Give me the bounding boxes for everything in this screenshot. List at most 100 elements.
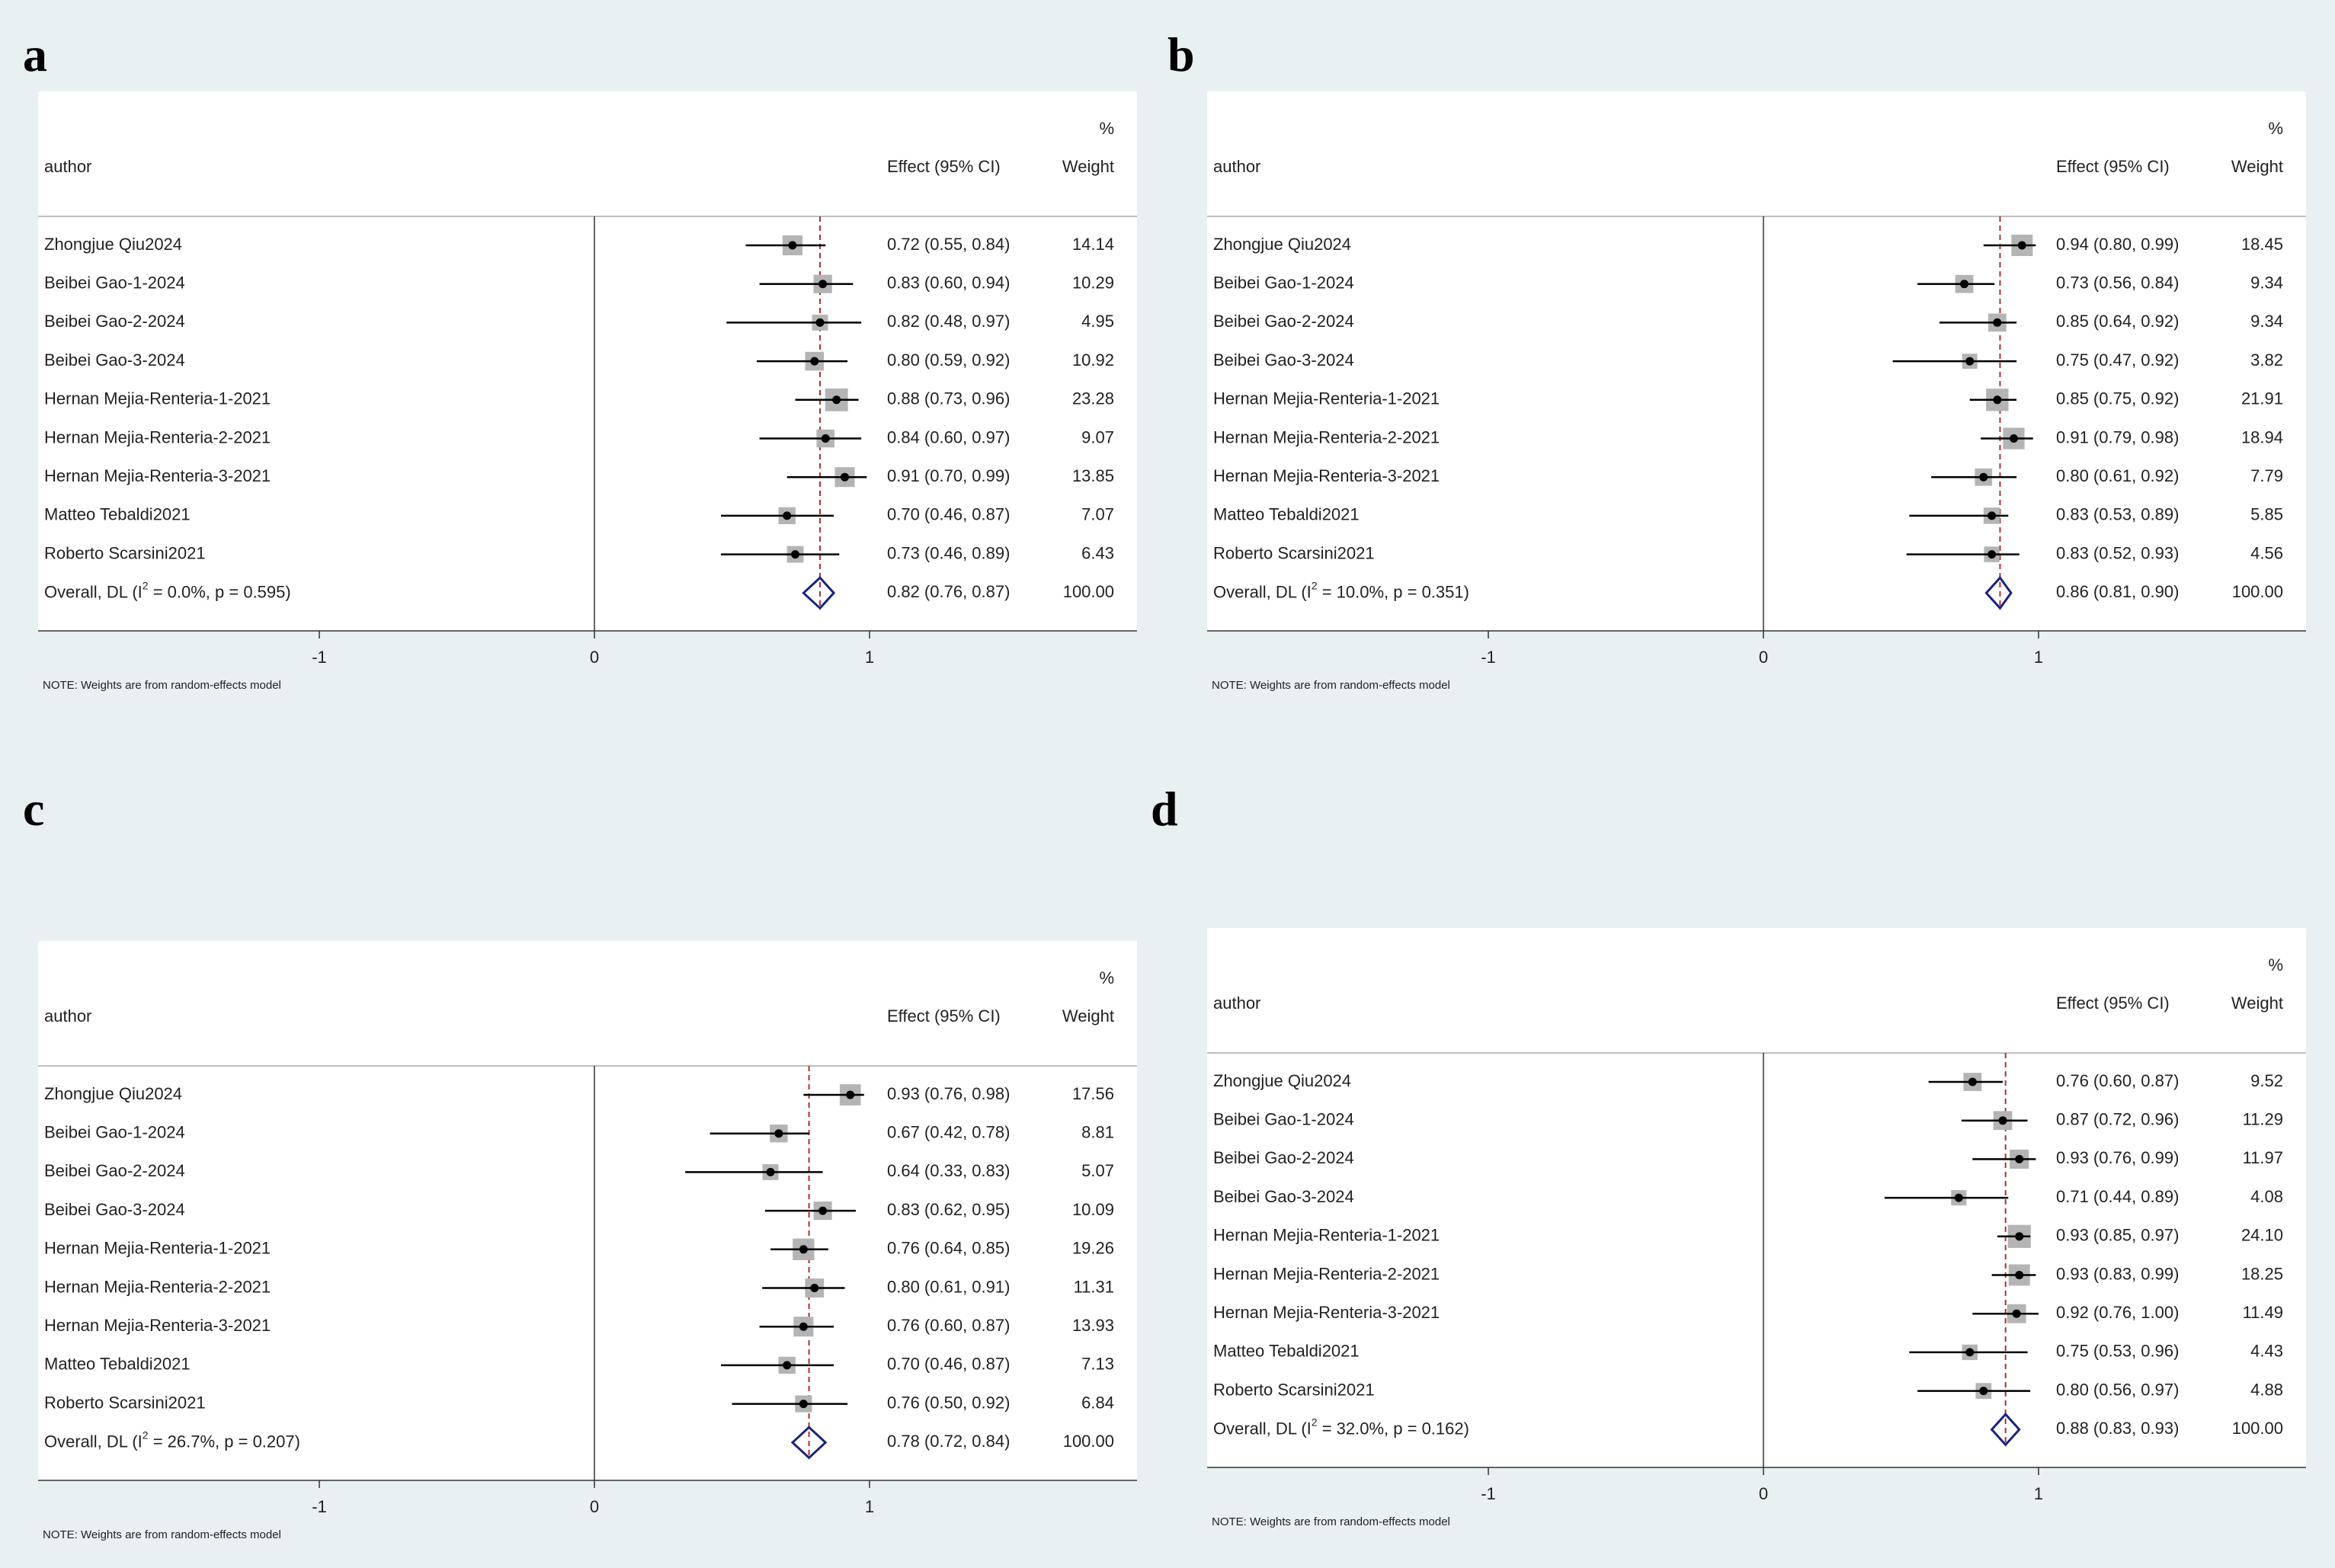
author-header: author: [1213, 157, 1260, 176]
study-weight-label: 17.56: [1072, 1084, 1114, 1103]
forest-plot-c: % author Effect (95% CI) Weight Zhongjue Qiu…: [38, 941, 1137, 1541]
study-author-label: Beibei Gao-3-2024: [1213, 350, 1354, 370]
overall-weight-label: 100.00: [1063, 582, 1114, 601]
study-effect-label: 0.80 (0.56, 0.97): [2056, 1380, 2179, 1399]
point-estimate: [766, 1167, 775, 1176]
study-effect-label: 0.85 (0.64, 0.92): [2056, 312, 2179, 331]
x-tick-label: 1: [865, 648, 874, 667]
study-effect-label: 0.80 (0.61, 0.91): [887, 1277, 1010, 1296]
study-weight-label: 9.34: [2250, 312, 2283, 331]
panel-label-a: a: [23, 27, 47, 82]
study-effect-label: 0.83 (0.52, 0.93): [2056, 543, 2179, 562]
point-estimate: [1979, 472, 1988, 482]
study-author-label: Hernan Mejia-Renteria-2-2021: [1213, 427, 1440, 446]
study-weight-label: 19.26: [1072, 1239, 1114, 1258]
study-author-label: Roberto Scarsini2021: [44, 543, 206, 562]
overall-label: Overall, DL (I2 = 0.0%, p = 0.595): [44, 579, 291, 601]
point-estimate: [821, 434, 830, 443]
overall-weight-label: 100.00: [2232, 582, 2283, 601]
point-estimate: [818, 280, 828, 289]
effect-header: Effect (95% CI): [887, 1006, 1001, 1026]
study-author-label: Matteo Tebaldi2021: [44, 505, 191, 524]
study-effect-label: 0.91 (0.79, 0.98): [2056, 427, 2179, 446]
study-author-label: Hernan Mejia-Renteria-1-2021: [44, 1239, 271, 1258]
point-estimate: [818, 1206, 828, 1215]
x-tick-label: 1: [865, 1497, 874, 1516]
overall-label: Overall, DL (I2 = 10.0%, p = 0.351): [1213, 579, 1469, 601]
point-estimate: [2015, 1154, 2024, 1163]
point-estimate: [815, 318, 825, 327]
plot-area: [1207, 928, 2306, 1467]
effect-header: Effect (95% CI): [2056, 994, 2170, 1013]
study-effect-label: 0.64 (0.33, 0.83): [887, 1161, 1010, 1180]
study-effect-label: 0.76 (0.60, 0.87): [2056, 1071, 2179, 1090]
weight-percent-header: %: [2268, 119, 2283, 138]
effect-header: Effect (95% CI): [887, 157, 1001, 176]
study-effect-label: 0.92 (0.76, 1.00): [2056, 1303, 2179, 1322]
study-author-label: Beibei Gao-1-2024: [44, 1123, 185, 1142]
overall-effect-label: 0.86 (0.81, 0.90): [2056, 582, 2179, 601]
study-weight-label: 18.25: [2241, 1264, 2283, 1283]
study-effect-label: 0.93 (0.83, 0.99): [2056, 1264, 2179, 1283]
study-effect-label: 0.80 (0.61, 0.92): [2056, 466, 2179, 485]
study-weight-label: 4.43: [2250, 1342, 2283, 1361]
study-weight-label: 6.84: [1081, 1393, 1114, 1412]
study-weight-label: 5.07: [1081, 1161, 1114, 1180]
study-effect-label: 0.83 (0.60, 0.94): [887, 274, 1010, 293]
overall-weight-label: 100.00: [2232, 1419, 2283, 1438]
study-author-label: Hernan Mejia-Renteria-1-2021: [1213, 1226, 1440, 1245]
weight-header: Weight: [1062, 157, 1114, 176]
point-estimate: [1968, 1077, 1977, 1086]
study-weight-label: 3.82: [2250, 350, 2283, 370]
study-weight-label: 13.85: [1072, 466, 1114, 485]
study-author-label: Beibei Gao-2-2024: [44, 312, 185, 331]
point-estimate: [846, 1090, 855, 1099]
study-effect-label: 0.76 (0.60, 0.87): [887, 1316, 1010, 1335]
overall-diamond: [802, 576, 836, 610]
point-estimate: [810, 1284, 819, 1292]
forest-plot-d: % author Effect (95% CI) Weight Zhongjue Qiu…: [1207, 928, 2306, 1528]
point-estimate: [799, 1400, 808, 1409]
weight-header: Weight: [2231, 994, 2283, 1013]
x-tick-label: -1: [312, 1497, 327, 1516]
panel-label-c: c: [23, 782, 45, 836]
study-weight-label: 4.56: [2250, 543, 2283, 562]
study-effect-label: 0.91 (0.70, 0.99): [887, 466, 1010, 485]
study-weight-label: 8.81: [1081, 1123, 1114, 1142]
point-estimate: [799, 1245, 808, 1254]
study-weight-label: 5.85: [2250, 505, 2283, 524]
footnote: NOTE: Weights are from random-effects mo…: [43, 679, 281, 692]
study-author-label: Zhongjue Qiu2024: [44, 235, 182, 254]
study-weight-label: 9.34: [2250, 274, 2283, 293]
study-author-label: Roberto Scarsini2021: [1213, 543, 1375, 562]
point-estimate: [2012, 1309, 2021, 1318]
footnote: NOTE: Weights are from random-effects mo…: [1212, 1515, 1450, 1528]
point-estimate: [1998, 1116, 2007, 1125]
study-author-label: Beibei Gao-3-2024: [1213, 1187, 1354, 1206]
point-estimate: [2015, 1232, 2024, 1241]
overall-weight-label: 100.00: [1063, 1432, 1114, 1451]
study-effect-label: 0.72 (0.55, 0.84): [887, 235, 1010, 254]
overall-effect-label: 0.88 (0.83, 0.93): [2056, 1419, 2179, 1438]
plot-area: [38, 91, 1137, 631]
weight-header: Weight: [2231, 157, 2283, 176]
study-weight-label: 23.28: [1072, 389, 1114, 408]
effect-header: Effect (95% CI): [2056, 157, 2170, 176]
study-effect-label: 0.70 (0.46, 0.87): [887, 1355, 1010, 1374]
study-weight-label: 18.45: [2241, 235, 2283, 254]
point-estimate: [799, 1322, 808, 1331]
point-estimate: [2010, 434, 2019, 443]
point-estimate: [783, 511, 792, 520]
author-header: author: [1213, 994, 1260, 1013]
point-estimate: [774, 1129, 783, 1138]
point-estimate: [2015, 1271, 2024, 1279]
study-weight-label: 21.91: [2241, 389, 2283, 408]
point-estimate: [1993, 318, 2002, 327]
plot-area: [38, 941, 1137, 1480]
study-effect-label: 0.71 (0.44, 0.89): [2056, 1187, 2179, 1206]
study-author-label: Hernan Mejia-Renteria-1-2021: [44, 389, 271, 408]
forest-plot-b: % author Effect (95% CI) Weight Zhongjue Qiu…: [1207, 91, 2306, 692]
study-author-label: Hernan Mejia-Renteria-1-2021: [1213, 389, 1440, 408]
panel-label-b: b: [1168, 27, 1195, 82]
study-weight-label: 9.07: [1081, 427, 1114, 446]
